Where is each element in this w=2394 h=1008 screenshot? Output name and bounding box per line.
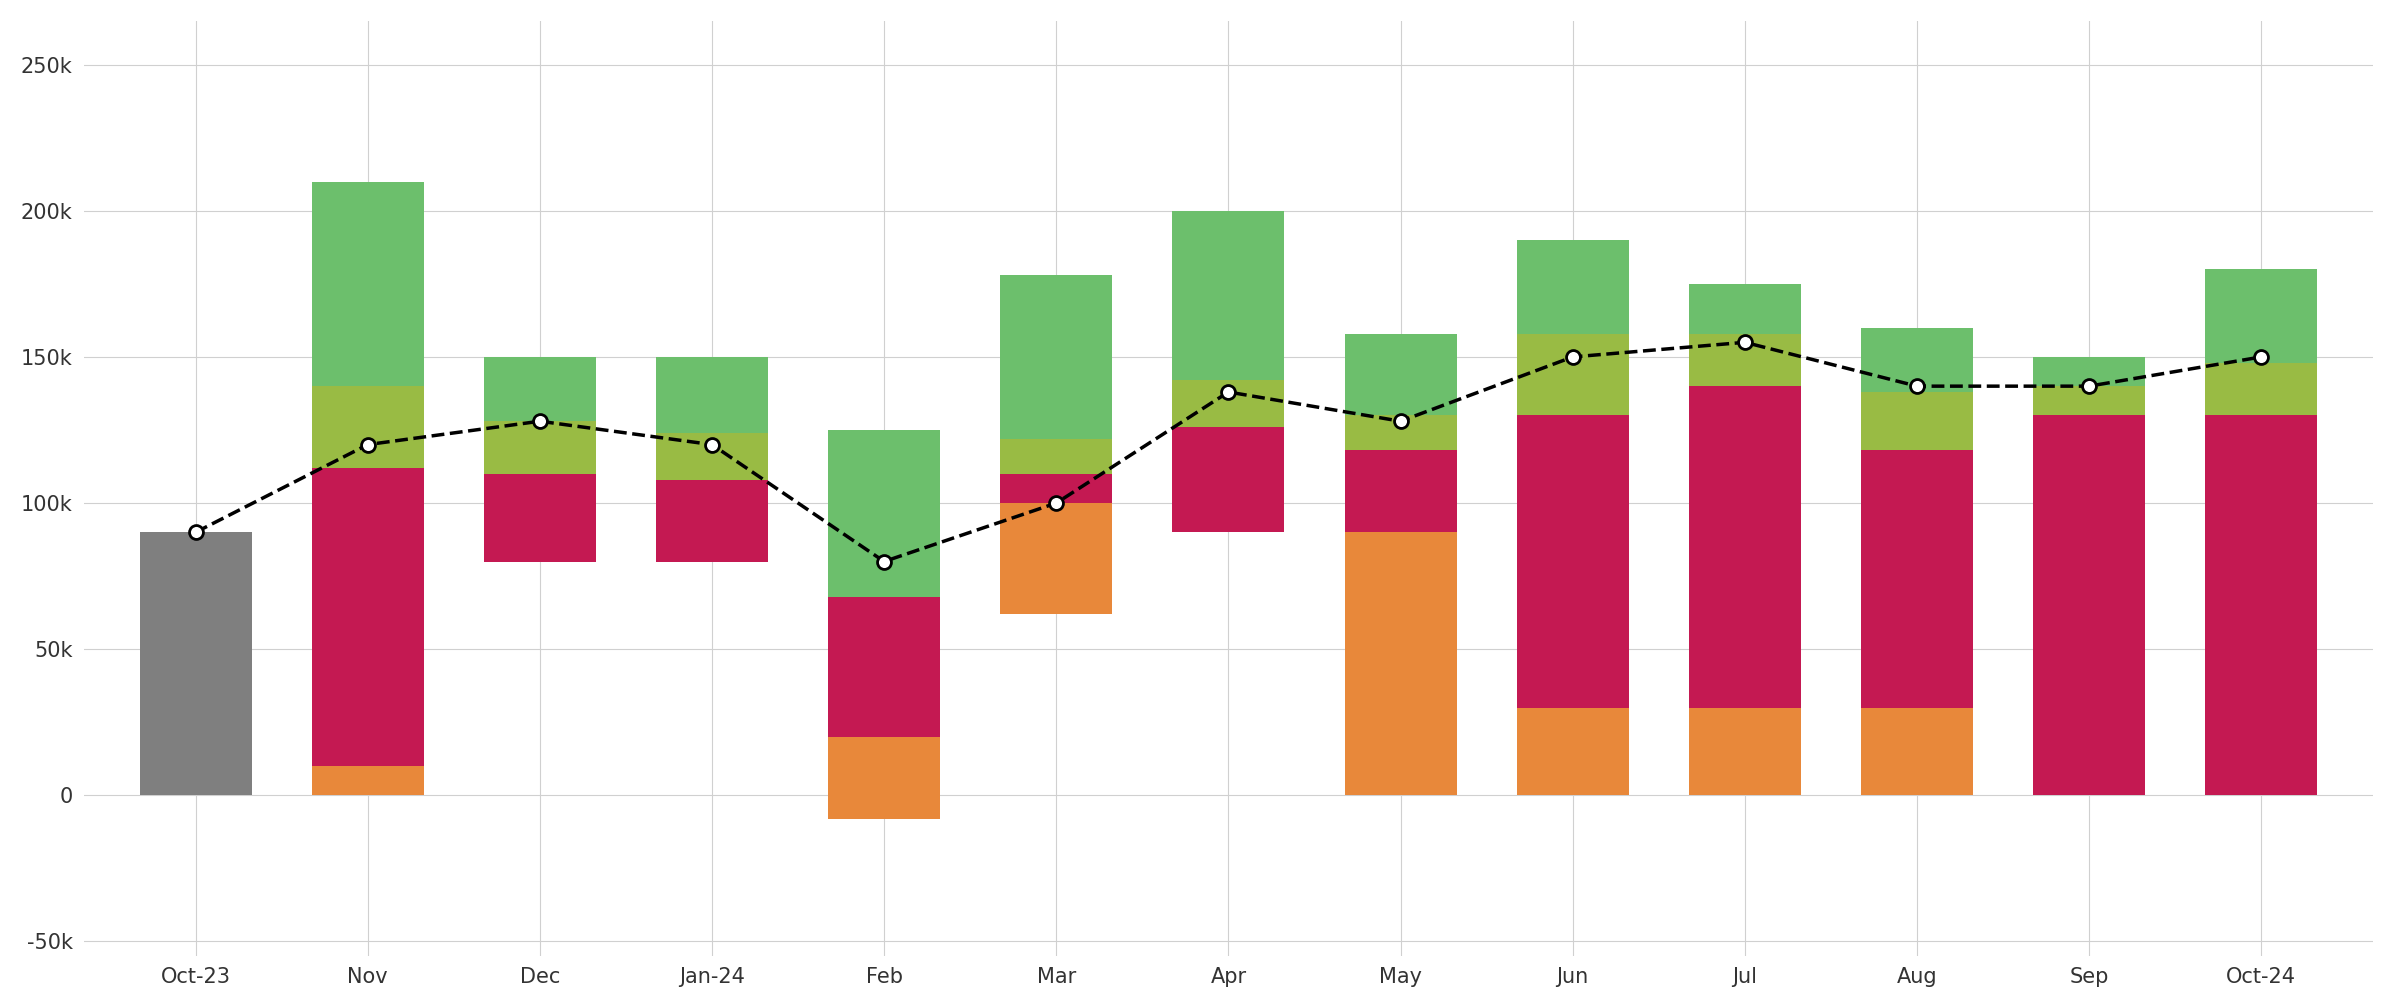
Bar (1173, 427, 1283, 532)
Bar (1518, 708, 1628, 795)
Bar (828, 737, 941, 795)
Point (1554, 349, 1592, 365)
Bar (139, 532, 251, 795)
Bar (1860, 708, 1973, 795)
Point (1726, 335, 1764, 351)
Bar (2033, 357, 2145, 386)
Point (522, 413, 560, 429)
Bar (484, 421, 596, 474)
Bar (2205, 415, 2317, 795)
Bar (1345, 334, 1456, 415)
Bar (1345, 451, 1456, 532)
Bar (656, 357, 768, 432)
Point (864, 553, 903, 570)
Bar (1518, 334, 1628, 415)
Bar (1001, 503, 1113, 614)
Bar (828, 597, 941, 737)
Bar (2033, 386, 2145, 415)
Bar (1518, 240, 1628, 334)
Bar (1860, 328, 1973, 392)
Bar (311, 766, 424, 795)
Bar (1688, 708, 1800, 795)
Point (1037, 495, 1075, 511)
Bar (2205, 269, 2317, 363)
Point (177, 524, 215, 540)
Bar (1688, 386, 1800, 708)
Point (2071, 378, 2109, 394)
Bar (484, 357, 596, 421)
Point (2243, 349, 2281, 365)
Bar (1001, 474, 1113, 503)
Bar (828, 795, 941, 818)
Bar (1860, 451, 1973, 708)
Bar (311, 386, 424, 468)
Point (1898, 378, 1937, 394)
Bar (484, 474, 596, 561)
Bar (1001, 438, 1113, 474)
Point (350, 436, 388, 453)
Bar (1860, 392, 1973, 451)
Bar (311, 468, 424, 766)
Point (1381, 413, 1420, 429)
Bar (656, 432, 768, 480)
Bar (828, 430, 941, 597)
Bar (2033, 415, 2145, 795)
Bar (656, 480, 768, 561)
Bar (1688, 284, 1800, 334)
Bar (1173, 380, 1283, 427)
Bar (1345, 532, 1456, 795)
Point (1209, 384, 1247, 400)
Bar (1518, 415, 1628, 708)
Bar (1173, 211, 1283, 380)
Point (692, 436, 730, 453)
Bar (1688, 334, 1800, 386)
Bar (1001, 275, 1113, 438)
Bar (311, 181, 424, 386)
Bar (2205, 363, 2317, 415)
Bar (1345, 415, 1456, 451)
